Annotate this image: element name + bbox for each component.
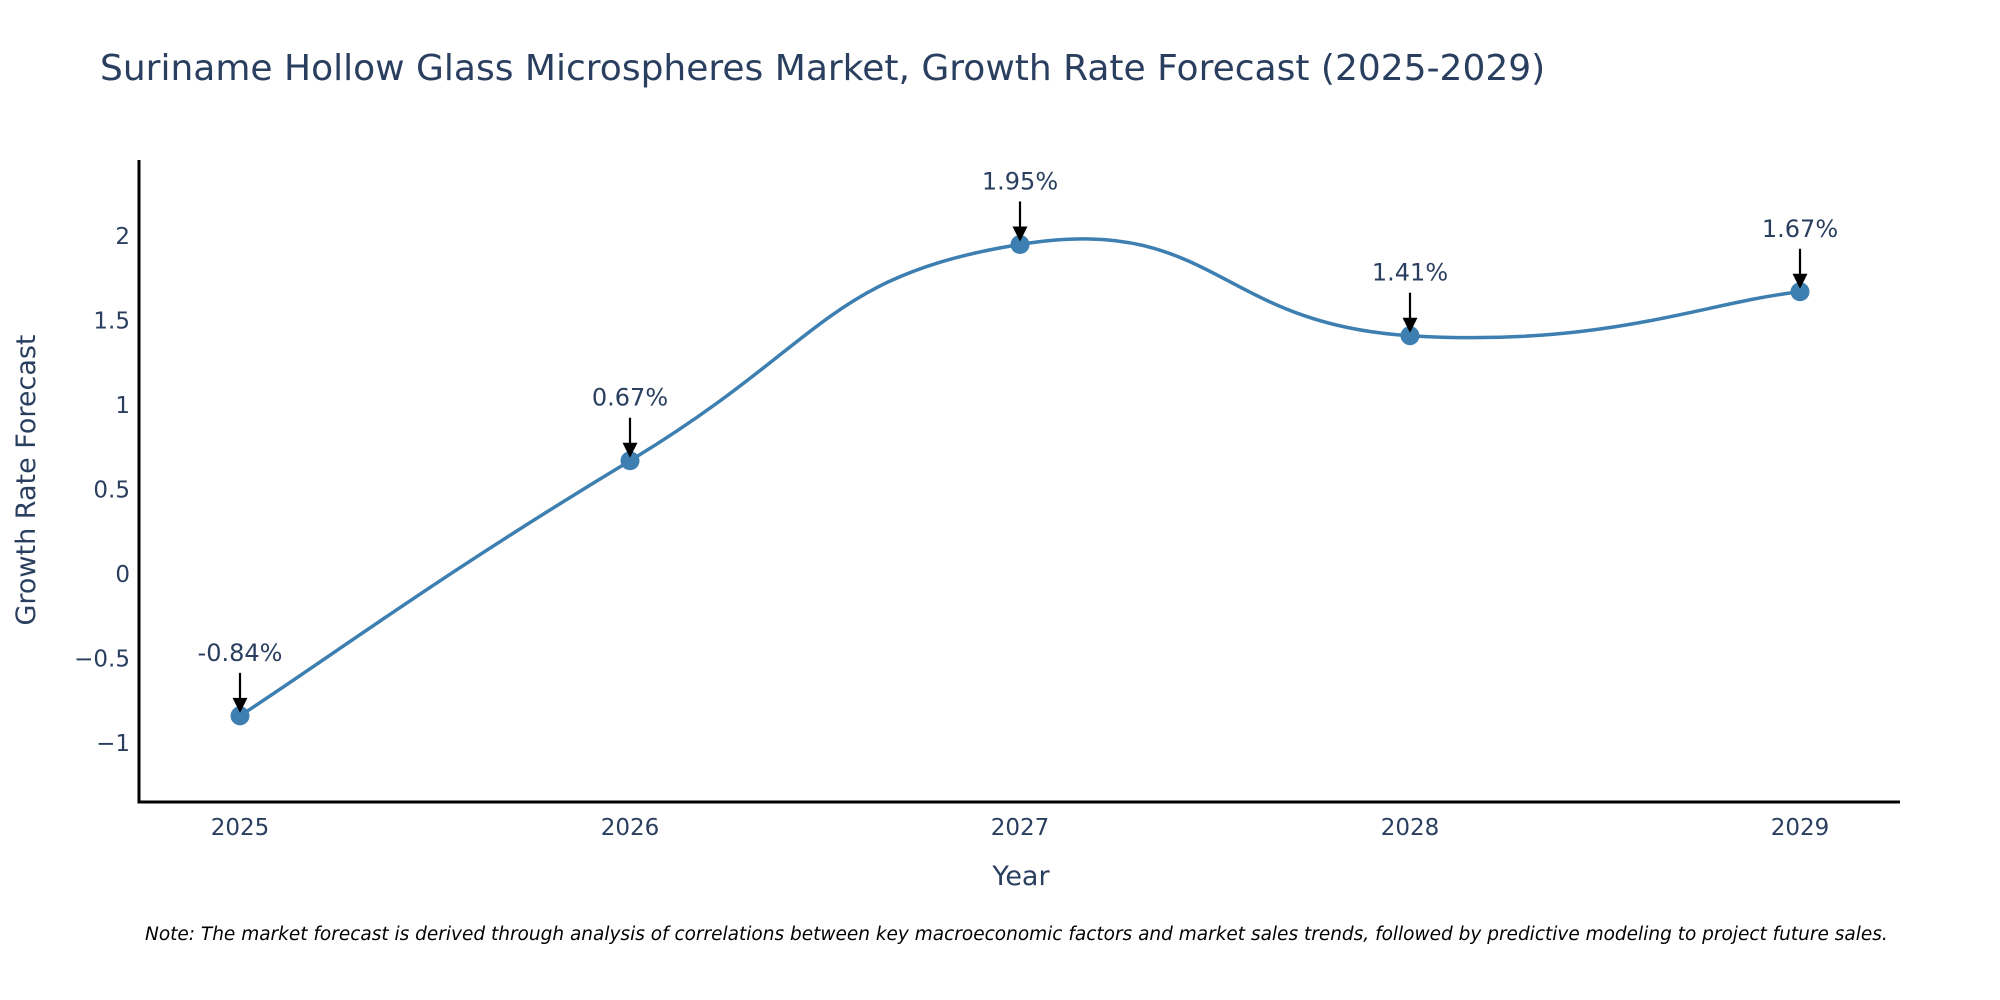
y-tick-label: 1 xyxy=(115,393,130,419)
data-label: -0.84% xyxy=(198,639,283,667)
chart-title: Suriname Hollow Glass Microspheres Marke… xyxy=(100,48,1545,89)
annotation-arrowhead xyxy=(1792,273,1808,289)
x-tick-label: 2029 xyxy=(1771,815,1830,841)
x-tick-label: 2026 xyxy=(601,815,660,841)
x-tick-label: 2025 xyxy=(211,815,270,841)
y-tick-label: −1 xyxy=(96,731,130,757)
x-tick-label: 2028 xyxy=(1381,815,1440,841)
y-axis-title: Growth Rate Forecast xyxy=(11,334,42,625)
annotation-arrowhead xyxy=(232,697,248,713)
x-tick-labels: 2025 2026 2027 2028 2029 xyxy=(211,815,1830,841)
data-label: 1.67% xyxy=(1762,215,1838,243)
data-point-marker xyxy=(1400,326,1420,346)
y-tick-label: 0 xyxy=(115,562,130,588)
y-tick-labels: −1 −0.5 0 0.5 1 1.5 2 xyxy=(74,224,130,757)
x-tick-label: 2027 xyxy=(991,815,1050,841)
y-tick-label: 2 xyxy=(115,224,130,250)
footnote: Note: The market forecast is derived thr… xyxy=(145,924,1888,945)
y-tick-label: −0.5 xyxy=(74,646,130,672)
data-point-marker xyxy=(1010,234,1030,254)
data-label: 0.67% xyxy=(592,384,668,412)
x-axis-title: Year xyxy=(991,861,1050,892)
plot-area: -0.84% 0.67% 1.95% 1.41% 1.67% xyxy=(198,167,1838,726)
y-tick-label: 0.5 xyxy=(93,477,130,503)
data-point-marker xyxy=(620,451,640,471)
annotation-arrowhead xyxy=(1012,226,1028,242)
data-point-marker xyxy=(1790,282,1810,302)
data-label: 1.41% xyxy=(1372,259,1448,287)
annotation-arrowhead xyxy=(1402,317,1418,333)
data-point-marker xyxy=(230,706,250,726)
y-tick-label: 1.5 xyxy=(93,309,130,335)
series-line xyxy=(238,237,1802,718)
data-label: 1.95% xyxy=(982,167,1058,195)
annotation-arrowhead xyxy=(622,442,638,458)
